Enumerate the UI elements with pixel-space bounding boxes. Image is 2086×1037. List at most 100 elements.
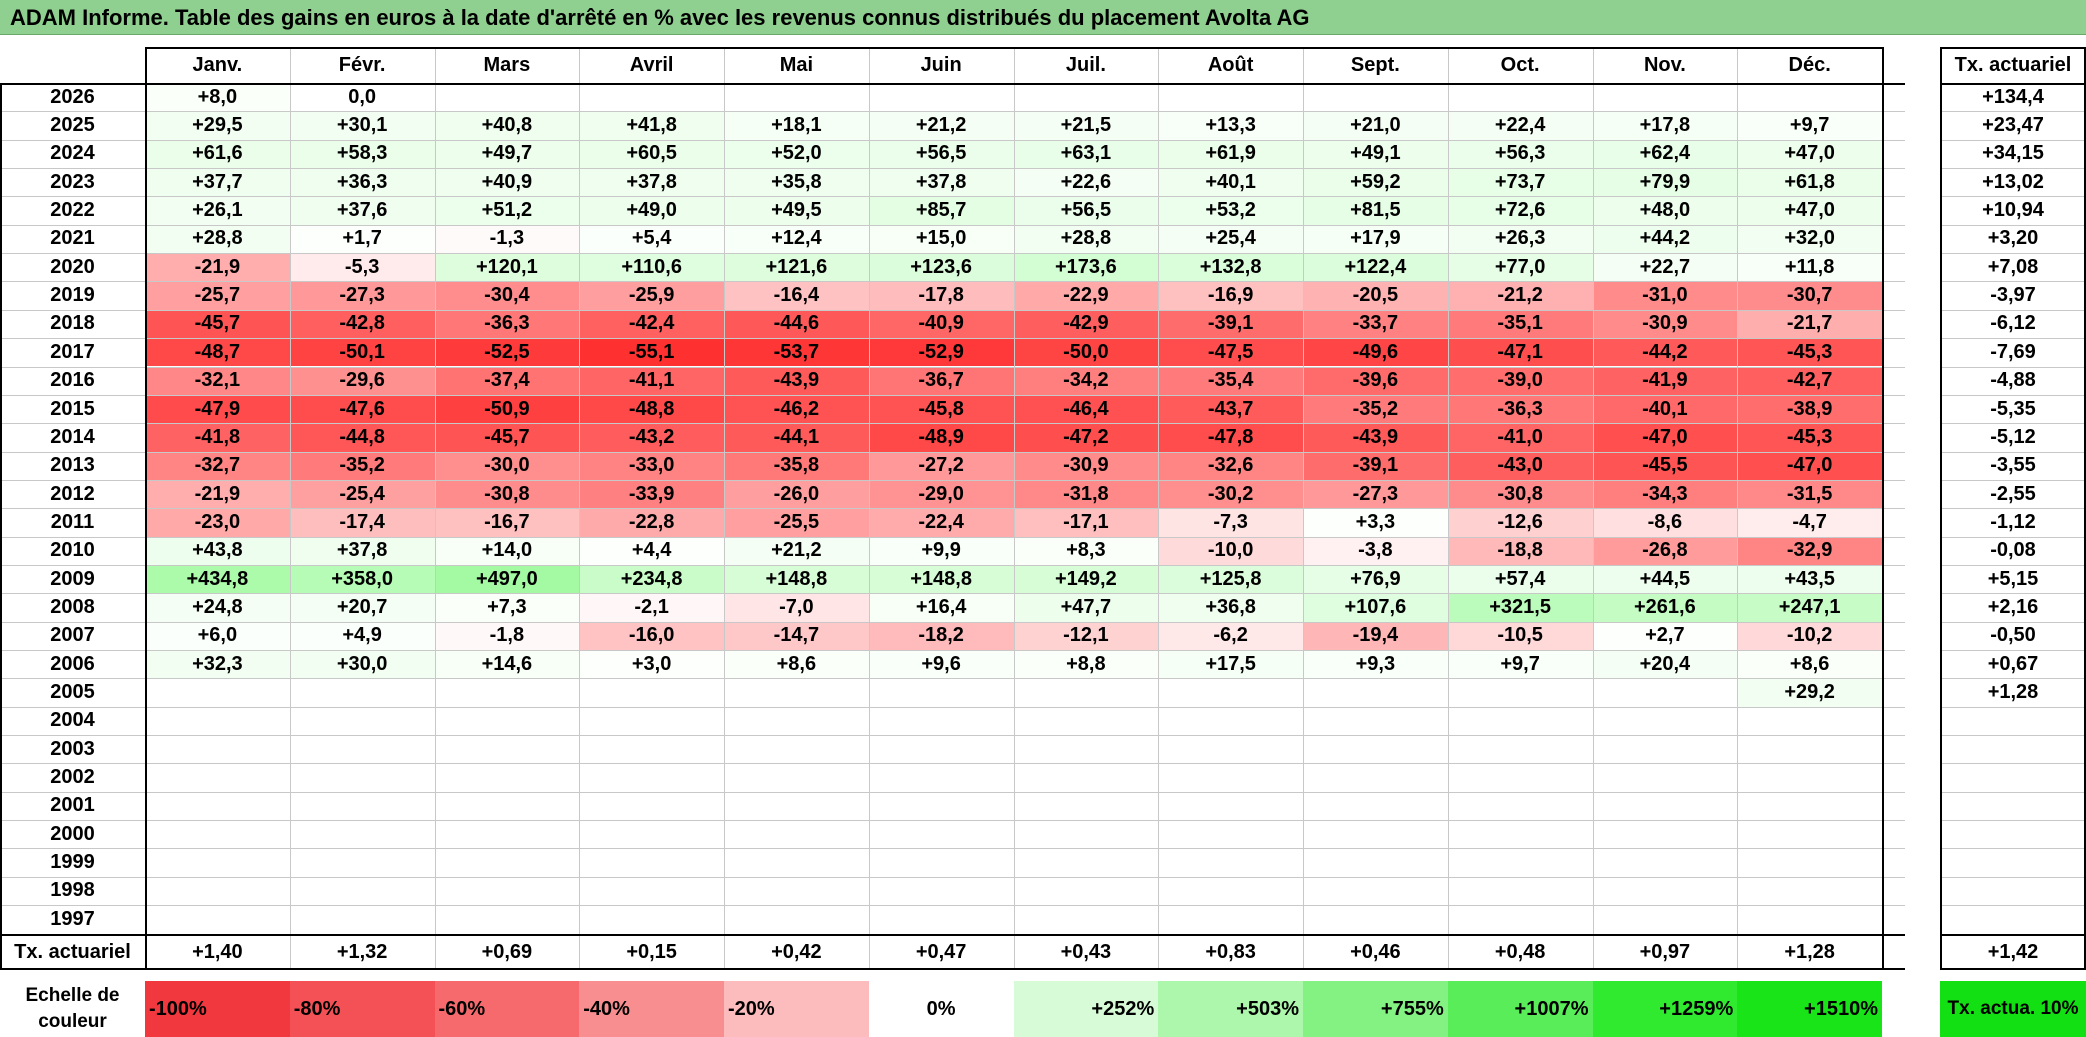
data-cell: +125,8 <box>1158 564 1303 594</box>
grid-line <box>0 508 1905 510</box>
footer-cell: +0,97 <box>1639 940 1691 963</box>
grid-line <box>0 791 1905 793</box>
data-cell: +72,6 <box>1447 196 1593 225</box>
year-label: 2017 <box>50 340 95 363</box>
data-cell: +7,3 <box>434 593 580 622</box>
data-cell: -52,5 <box>434 338 580 367</box>
table-border <box>1940 968 2086 970</box>
data-cell <box>868 706 1014 736</box>
data-cell <box>1303 848 1448 877</box>
data-cell: -30,2 <box>1158 479 1303 509</box>
annual-rate-cell: -3,97 <box>1990 284 2036 307</box>
data-cell <box>145 820 290 849</box>
footer-cell: +1,28 <box>1784 940 1835 963</box>
annual-rate-cell: -0,08 <box>1990 539 2036 562</box>
data-cell <box>1013 791 1159 821</box>
grid-line <box>0 735 1905 737</box>
annual-rate-cell <box>1940 707 2086 735</box>
data-cell: -34,3 <box>1592 479 1738 509</box>
data-cell: -22,4 <box>868 508 1014 537</box>
annual-rate-cell <box>1940 877 2086 905</box>
data-cell <box>724 735 869 764</box>
data-cell <box>1158 763 1303 792</box>
data-cell: -41,8 <box>145 423 290 452</box>
data-cell <box>1737 735 1882 764</box>
data-cell: +85,7 <box>868 196 1014 225</box>
data-cell: -16,4 <box>724 281 869 310</box>
scale-swatch: 0% <box>868 981 1014 1037</box>
data-cell <box>434 763 580 792</box>
data-cell <box>868 678 1014 707</box>
grid-line <box>724 47 725 934</box>
grid-line <box>1940 876 2086 878</box>
data-cell: -16,9 <box>1158 281 1303 310</box>
grid-line <box>0 139 1905 141</box>
annual-rate-cell <box>1940 848 2086 876</box>
grid-line <box>1940 366 2086 368</box>
data-cell <box>289 678 435 707</box>
data-cell: -45,5 <box>1592 451 1738 480</box>
grid-line <box>1940 253 2086 255</box>
annual-rate-cell: +2,16 <box>1987 595 2039 618</box>
year-label: 2016 <box>50 369 95 392</box>
data-cell <box>1737 83 1882 112</box>
data-cell: -12,1 <box>1013 621 1159 650</box>
grid-line <box>1592 47 1594 934</box>
data-cell: +49,7 <box>434 139 580 169</box>
grid-line <box>1940 763 2086 765</box>
data-cell: -47,6 <box>289 394 435 424</box>
data-cell: +28,8 <box>1013 224 1159 254</box>
data-cell: -48,9 <box>868 423 1014 452</box>
data-cell: +37,8 <box>868 168 1014 197</box>
data-cell: +120,1 <box>434 253 580 282</box>
data-cell: +59,2 <box>1303 168 1448 197</box>
annual-rate-cell: +34,15 <box>1982 142 2044 165</box>
data-cell <box>1158 706 1303 736</box>
data-cell <box>868 820 1014 849</box>
data-cell: +30,0 <box>289 650 435 679</box>
data-cell <box>868 763 1014 792</box>
scale-swatch: -80% <box>289 981 435 1037</box>
data-cell: -30,8 <box>434 479 580 509</box>
table-border <box>1940 47 1942 968</box>
data-cell: +41,8 <box>579 111 724 140</box>
data-cell: -14,7 <box>724 621 869 650</box>
data-cell: -33,9 <box>579 479 724 509</box>
data-cell: +123,6 <box>868 253 1014 282</box>
data-cell <box>1013 876 1159 906</box>
data-cell: -1,8 <box>434 621 580 650</box>
table-border <box>0 83 2 968</box>
data-cell <box>1158 848 1303 877</box>
grid-line <box>1940 423 2086 425</box>
annual-rate-cell: -7,69 <box>1990 340 2036 363</box>
table-border <box>1940 47 2086 49</box>
year-label: 1999 <box>50 851 95 874</box>
annual-rate-cell <box>1940 763 2086 791</box>
data-cell <box>1737 848 1882 877</box>
column-header: Déc. <box>1788 53 1831 76</box>
data-cell <box>579 791 724 821</box>
data-cell <box>1592 83 1738 112</box>
year-label: 2023 <box>50 170 95 193</box>
data-cell: +234,8 <box>579 564 724 594</box>
year-label: 2018 <box>50 312 95 335</box>
year-label: 1997 <box>50 907 95 930</box>
data-cell: +43,5 <box>1737 564 1882 594</box>
data-cell <box>724 848 869 877</box>
data-cell: -32,1 <box>145 366 290 395</box>
data-cell: +6,0 <box>145 621 290 650</box>
data-cell: -10,5 <box>1447 621 1593 650</box>
year-label: 2001 <box>50 794 95 817</box>
data-cell <box>434 706 580 736</box>
grid-line <box>0 338 1905 340</box>
footer-cell: +0,83 <box>1205 940 1256 963</box>
data-cell: +63,1 <box>1013 139 1159 169</box>
data-cell <box>1013 706 1159 736</box>
data-cell: +321,5 <box>1447 593 1593 622</box>
data-cell: -41,0 <box>1447 423 1593 452</box>
data-cell: +49,1 <box>1303 139 1448 169</box>
data-cell: -40,1 <box>1592 394 1738 424</box>
grid-line <box>1940 905 2086 907</box>
grid-line <box>0 168 1905 170</box>
grid-line <box>0 763 1905 765</box>
